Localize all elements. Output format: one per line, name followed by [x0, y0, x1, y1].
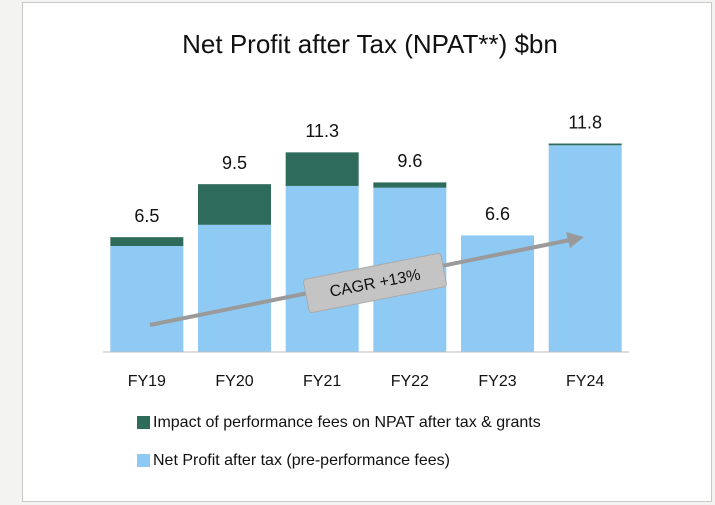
x-tick-label: FY22 — [391, 373, 429, 390]
total-label: 6.5 — [134, 206, 159, 226]
bar-segment — [110, 246, 184, 352]
x-tick-label: FY24 — [566, 373, 604, 390]
x-tick-label: FY21 — [303, 373, 341, 390]
total-label: 9.5 — [222, 153, 247, 173]
x-tick-label: FY23 — [478, 373, 516, 390]
arrow-head — [566, 232, 584, 248]
bar-segment — [285, 185, 359, 352]
bar-segment — [548, 145, 622, 352]
legend-label: Net Profit after tax (pre-performance fe… — [153, 452, 450, 469]
bar-segment — [198, 184, 271, 225]
legend-label: Impact of performance fees on NPAT after… — [153, 414, 541, 431]
total-label: 9.6 — [397, 151, 422, 171]
total-label: 6.6 — [485, 204, 510, 224]
bar-segment — [198, 224, 271, 352]
bar-segment — [285, 152, 359, 186]
total-label: 11.8 — [568, 112, 602, 132]
total-label: 11.3 — [305, 121, 339, 141]
x-tick-label: FY19 — [128, 373, 166, 390]
bar-segment — [373, 182, 447, 188]
bar-segment — [548, 143, 622, 146]
chart-title: Net Profit after Tax (NPAT**) $bn — [182, 29, 558, 59]
legend-swatch — [137, 416, 150, 429]
bar-segment — [110, 237, 184, 246]
legend-swatch — [137, 454, 150, 467]
annotation-box — [303, 252, 447, 314]
x-tick-label: FY20 — [215, 373, 253, 390]
